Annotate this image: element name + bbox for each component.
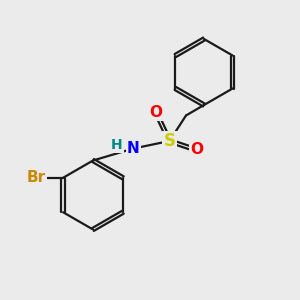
Text: S: S [164, 132, 175, 150]
Text: O: O [149, 105, 163, 120]
Text: Br: Br [27, 170, 46, 185]
Text: N: N [127, 141, 140, 156]
Text: H: H [111, 138, 123, 152]
Text: O: O [190, 142, 203, 158]
